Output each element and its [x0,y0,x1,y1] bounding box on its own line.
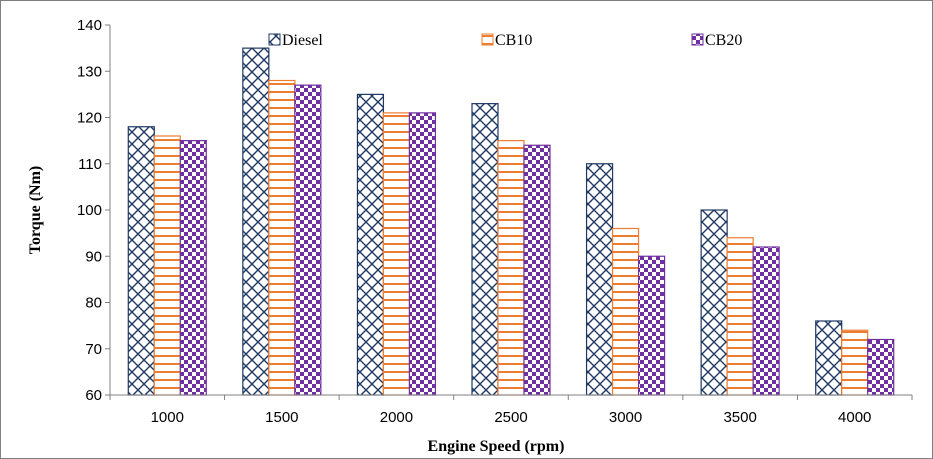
bar-diesel-1000 [127,126,155,396]
y-axis-title: Torque (Nm) [27,166,44,254]
legend-label-diesel: Diesel [282,32,323,49]
bar-cb20-3000 [637,255,666,396]
y-tick-label: 80 [85,295,102,312]
y-tick-label: 140 [77,17,102,34]
legend-swatch-cb20 [691,33,704,46]
x-tick-label: 4000 [838,409,871,426]
y-tick-label: 90 [85,248,102,265]
legend-label-cb10: CB10 [495,32,532,49]
bar-cb10-3500 [726,237,754,396]
x-tick-label: 3500 [723,409,756,426]
x-axis-title: Engine Speed (rpm) [428,438,565,455]
bar-cb20-1000 [179,140,207,396]
bar-cb10-3000 [611,227,640,396]
bar-diesel-2500 [471,103,499,396]
bar-cb10-2000 [382,112,411,396]
bar-cb20-2500 [523,144,551,396]
legend: Diesel CB10 CB20 [268,32,742,49]
bar-cb20-3500 [752,246,780,396]
bar-cb10-1500 [268,79,296,396]
y-tick-label: 110 [78,156,102,173]
y-axis: 60 70 80 90 100 110 120 130 140 [77,17,111,404]
legend-label-cb20: CB20 [705,32,742,49]
bar-cb20-2000 [408,112,437,396]
bar-diesel-1500 [242,47,270,396]
y-tick-label: 100 [77,202,102,219]
bar-cb20-1500 [294,84,322,396]
bar-cb10-2500 [497,140,525,396]
bar-diesel-3000 [585,163,614,396]
bar-cb10-4000 [841,329,869,396]
y-tick-label: 70 [85,341,102,358]
y-tick-label: 120 [77,110,102,127]
x-axis: 1000 1500 2000 2500 3000 3500 4000 [109,394,913,426]
x-tick-label: 2500 [494,409,527,426]
x-tick-label: 3000 [609,409,642,426]
bar-diesel-2000 [356,93,385,396]
x-tick-label: 1000 [151,409,184,426]
y-tick-label: 60 [85,387,102,404]
bar-cb20-4000 [867,338,895,396]
bar-cb10-1000 [153,135,181,396]
x-tick-label: 1500 [265,409,298,426]
y-tick-label: 130 [77,63,102,80]
legend-swatch-cb10 [481,33,494,46]
legend-swatch-diesel [268,33,281,46]
bar-diesel-3500 [700,209,728,396]
plot-area [127,47,895,396]
bar-diesel-4000 [815,320,843,396]
x-tick-label: 2000 [380,409,413,426]
